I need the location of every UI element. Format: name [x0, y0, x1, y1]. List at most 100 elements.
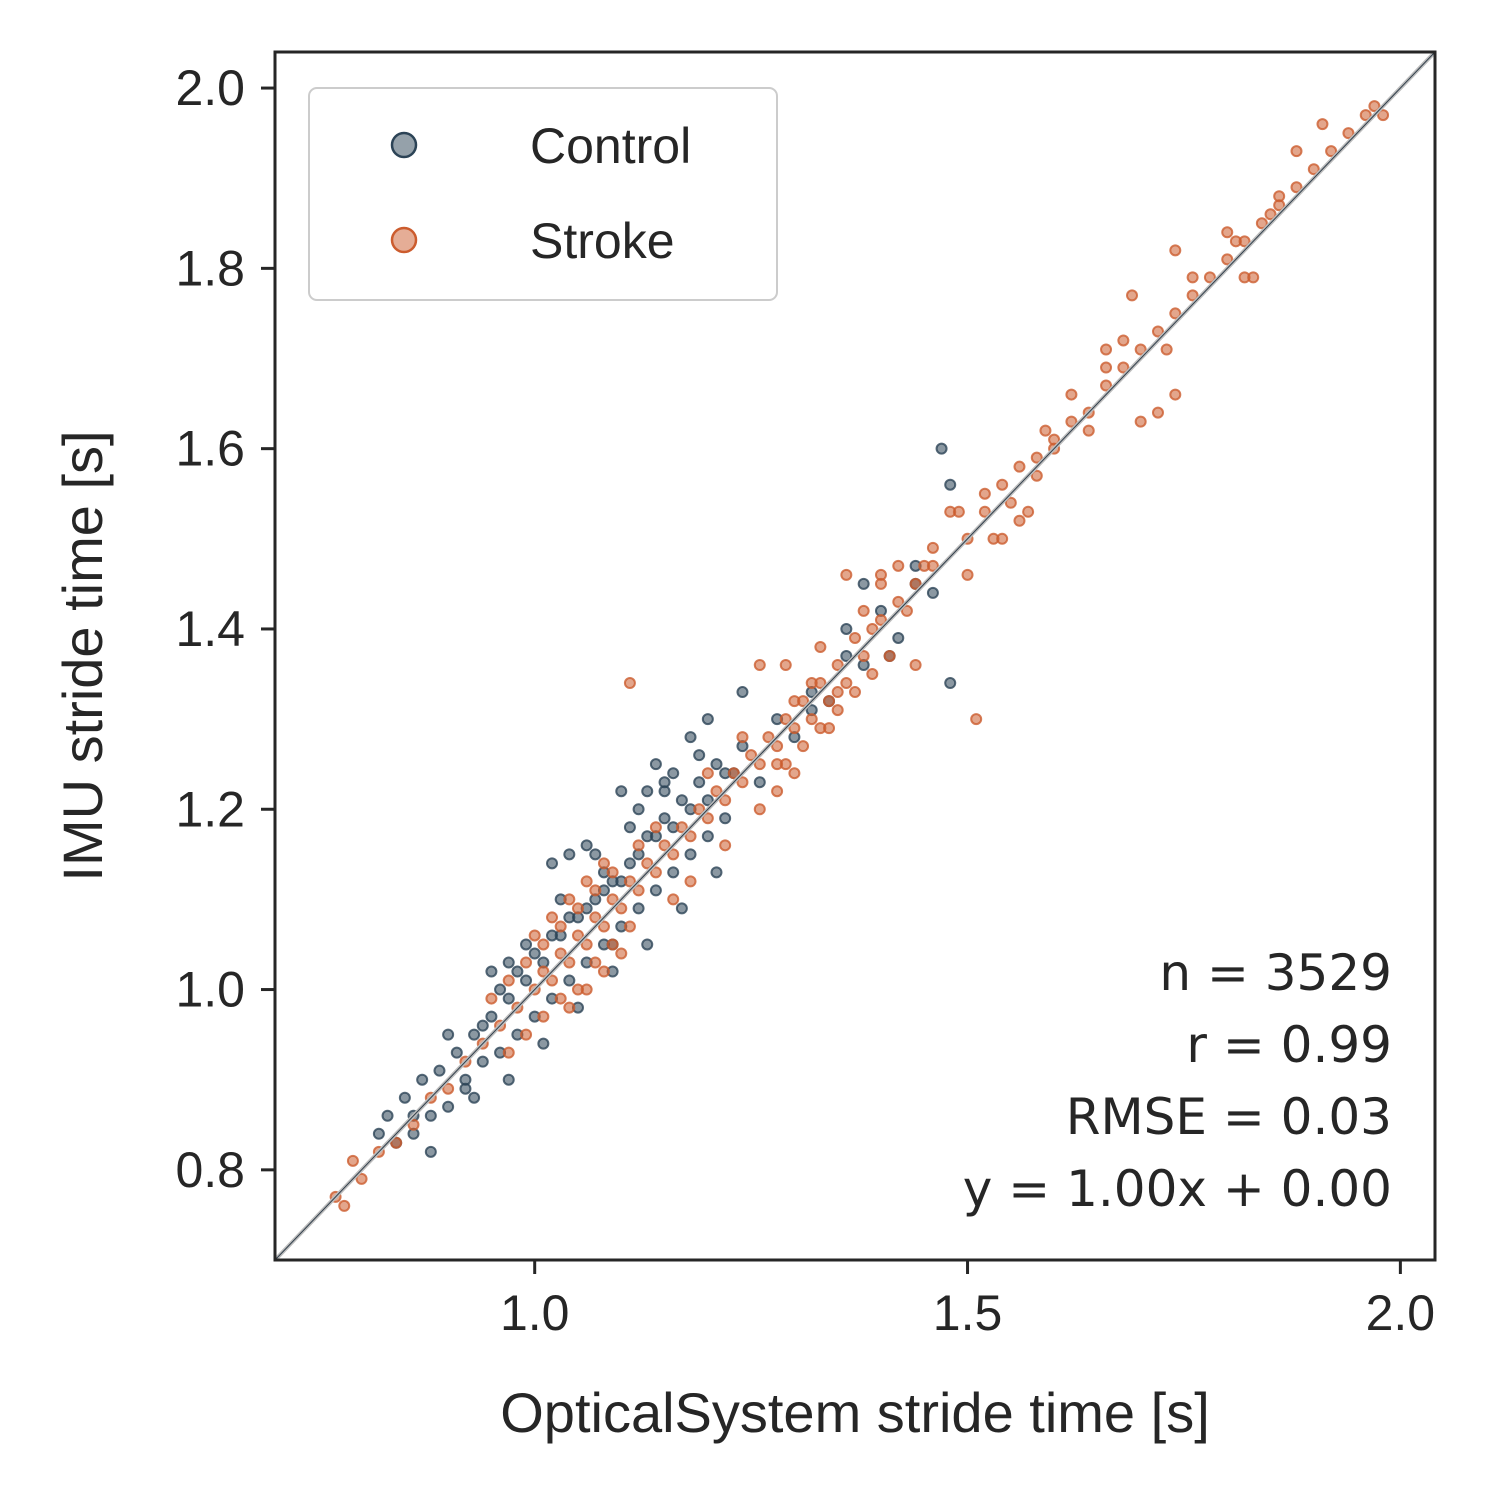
- point-stroke: [1255, 217, 1268, 230]
- point-control: [675, 902, 688, 915]
- point-stroke: [1134, 415, 1147, 428]
- point-control: [658, 812, 671, 825]
- point-control: [502, 992, 515, 1005]
- point-stroke: [831, 659, 844, 672]
- point-stroke: [814, 640, 827, 653]
- point-stroke: [554, 947, 567, 960]
- point-stroke: [1359, 109, 1372, 122]
- point-stroke: [684, 830, 697, 843]
- point-control: [563, 911, 576, 924]
- stat-fit: y = 1.00x + 0.00: [963, 1160, 1392, 1218]
- point-stroke: [502, 974, 515, 987]
- point-stroke: [675, 821, 688, 834]
- x-tick-label: 1.0: [500, 1285, 570, 1341]
- point-stroke: [961, 568, 974, 581]
- point-stroke: [1221, 226, 1234, 239]
- point-control: [684, 848, 697, 861]
- plot-frame: [273, 50, 1437, 1262]
- point-control: [450, 1046, 463, 1059]
- point-stroke: [1264, 208, 1277, 221]
- point-stroke: [779, 659, 792, 672]
- point-stroke: [892, 559, 905, 572]
- point-stroke: [1117, 361, 1130, 374]
- point-stroke: [840, 568, 853, 581]
- point-stroke: [892, 595, 905, 608]
- point-stroke: [987, 532, 1000, 545]
- point-control: [857, 577, 870, 590]
- point-stroke: [684, 875, 697, 888]
- point-stroke: [338, 1199, 351, 1212]
- legend-marker-control: [390, 131, 418, 159]
- point-stroke: [649, 866, 662, 879]
- point-stroke: [623, 875, 636, 888]
- point-stroke: [701, 767, 714, 780]
- point-stroke: [571, 902, 584, 915]
- legend-marker-stroke: [390, 226, 418, 254]
- point-stroke: [909, 659, 922, 672]
- point-stroke: [528, 929, 541, 942]
- point-stroke: [606, 938, 619, 951]
- point-stroke: [1100, 343, 1113, 356]
- point-stroke: [1316, 118, 1329, 131]
- point-control: [485, 965, 498, 978]
- point-stroke: [779, 758, 792, 771]
- point-stroke: [693, 803, 706, 816]
- identity-line-inner: [275, 52, 1435, 1260]
- point-control: [701, 794, 714, 807]
- stats-annotation: n = 3529 r = 0.99 RMSE = 0.03 y = 1.00x …: [963, 944, 1392, 1218]
- point-stroke: [563, 956, 576, 969]
- point-stroke: [537, 938, 550, 951]
- series-stroke-points: [329, 100, 1390, 1212]
- point-control: [442, 1028, 455, 1041]
- point-stroke: [1013, 460, 1026, 473]
- point-stroke: [1065, 388, 1078, 401]
- point-stroke: [918, 559, 931, 572]
- point-stroke: [632, 839, 645, 852]
- point-stroke: [632, 884, 645, 897]
- point-stroke: [710, 785, 723, 798]
- point-stroke: [1290, 145, 1303, 158]
- point-control: [511, 965, 524, 978]
- point-stroke: [1065, 415, 1078, 428]
- point-stroke: [615, 947, 628, 960]
- point-control: [944, 677, 957, 690]
- point-stroke: [926, 541, 939, 554]
- point-control: [563, 848, 576, 861]
- point-stroke: [442, 1082, 455, 1095]
- point-stroke: [1004, 496, 1017, 509]
- point-stroke: [1221, 253, 1234, 266]
- point-stroke: [1013, 514, 1026, 527]
- point-control: [546, 929, 559, 942]
- point-control: [563, 974, 576, 987]
- point-control: [502, 956, 515, 969]
- point-control: [667, 866, 680, 879]
- point-stroke: [1273, 190, 1286, 203]
- point-stroke: [1229, 235, 1242, 248]
- point-control: [632, 803, 645, 816]
- point-control: [546, 857, 559, 870]
- point-stroke: [1151, 406, 1164, 419]
- point-stroke: [762, 731, 775, 744]
- point-stroke: [1022, 505, 1035, 518]
- point-control: [615, 785, 628, 798]
- legend-label-control: Control: [530, 118, 691, 174]
- point-control: [667, 767, 680, 780]
- y-tick-label: 1.0: [175, 962, 245, 1018]
- point-control: [459, 1073, 472, 1086]
- point-stroke: [909, 577, 922, 590]
- point-stroke: [615, 902, 628, 915]
- point-stroke: [407, 1118, 420, 1131]
- y-axis-ticks: 0.8 1.0 1.2 1.4 1.6 1.8 2.0: [175, 60, 275, 1198]
- point-control: [649, 884, 662, 897]
- point-stroke: [1100, 361, 1113, 374]
- point-stroke: [520, 1028, 533, 1041]
- point-stroke: [537, 965, 550, 978]
- y-axis-label: IMU stride time [s]: [51, 430, 114, 881]
- point-control: [476, 1055, 489, 1068]
- point-control: [693, 776, 706, 789]
- point-stroke: [1030, 469, 1043, 482]
- point-control: [623, 821, 636, 834]
- point-stroke: [623, 920, 636, 933]
- point-control: [468, 1091, 481, 1104]
- point-stroke: [736, 731, 749, 744]
